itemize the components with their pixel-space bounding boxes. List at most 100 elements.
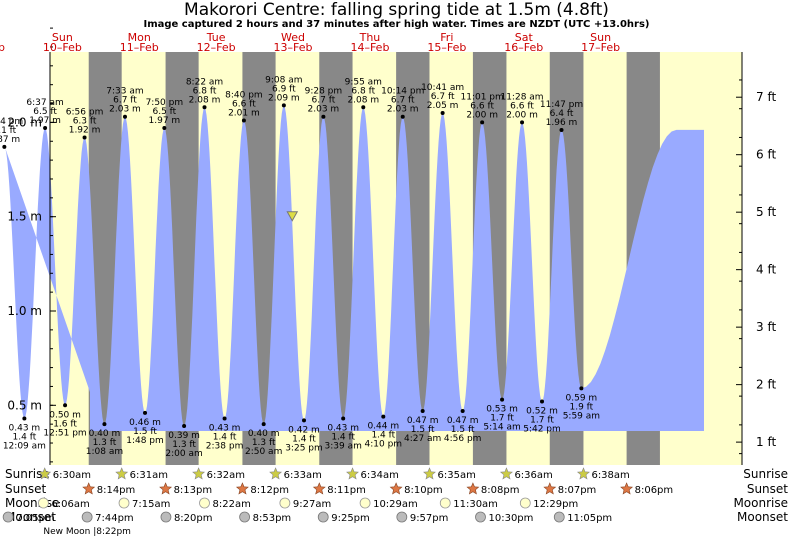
high-tide-feet: 6.1 ft [0, 126, 17, 136]
low-tide-feet: 1.4 ft [371, 431, 395, 441]
moonset-time: 9:25pm [331, 513, 370, 524]
moonrise-time: 11:30am [453, 499, 498, 510]
high-tide-point [202, 105, 207, 110]
high-tide-time: 8:40 pm [225, 91, 263, 101]
sunset-icon [159, 482, 173, 495]
moonrise-time: 10:29am [373, 499, 418, 510]
sunrise-icon [576, 467, 590, 480]
low-tide-point [579, 386, 584, 391]
high-tide-time: 6:56 pm [66, 107, 104, 117]
sunrise-time: 6:35am [437, 470, 475, 481]
right-tick-label: 5 ft [756, 205, 776, 219]
moonrise-time: 12:29pm [533, 499, 578, 510]
high-tide-time: 10:14 pm [381, 87, 424, 97]
day-of-week-label: Thu [359, 31, 381, 44]
sunset-icon [620, 482, 634, 495]
high-tide-meters: 1.87 m [0, 135, 20, 145]
low-tide-meters: 0.44 m [367, 422, 399, 432]
sunset-icon [235, 482, 249, 495]
high-tide-time: 9:28 pm [305, 87, 343, 97]
moonrise-icon [439, 497, 451, 509]
low-tide-point [500, 397, 505, 402]
high-tide-point [162, 126, 167, 131]
tide-series [5, 105, 704, 432]
low-tide-feet: 1.4 ft [13, 433, 37, 443]
date-header: Sat09–FebSun10–FebMon11–FebTue12–FebWed1… [0, 31, 620, 54]
moonrise-icon [38, 497, 49, 509]
low-tide-feet: 1.5 ft [411, 425, 435, 435]
low-tide-meters: 0.40 m [89, 429, 121, 439]
high-tide-meters: 2.00 m [506, 110, 538, 120]
high-tide-time: 11:28 am [500, 92, 543, 102]
left-tick-label: 1.0 m [7, 304, 42, 318]
moonset-icon [553, 511, 565, 523]
low-tide-feet: 1.5 ft [133, 427, 157, 437]
date-label: 16–Feb [504, 41, 543, 54]
high-tide-feet: 6.6 ft [510, 101, 534, 111]
low-tide-point [261, 422, 266, 427]
high-tide-point [559, 127, 564, 132]
high-tide-feet: 6.4 ft [550, 109, 574, 119]
page-title: Makorori Centre: falling spring tide at … [184, 0, 609, 20]
high-tide-time: 9:08 am [265, 75, 302, 85]
current-level-marker [286, 211, 299, 222]
sunset-time: 8:14pm [97, 485, 136, 496]
right-tick-label: 1 ft [756, 435, 776, 449]
day-of-week-label: Sun [590, 31, 611, 44]
moonrise-icon [199, 497, 210, 509]
sunrise-icon [346, 467, 359, 480]
date-label: 11–Feb [120, 41, 159, 54]
right-tick-label: 7 ft [756, 90, 776, 104]
tide-area [5, 105, 704, 432]
sunset-icon [543, 482, 557, 495]
high-tide-point [241, 118, 246, 123]
low-tide-feet: 1.4 ft [331, 433, 355, 443]
page-subtitle: Image captured 2 hours and 37 minutes af… [143, 19, 650, 30]
moonset-icon [81, 511, 93, 523]
low-tide-meters: 0.47 m [407, 416, 439, 426]
moonset-icon [475, 511, 486, 523]
high-tide-meters: 1.97 m [29, 116, 61, 126]
moonrise-time: 8:22am [213, 499, 251, 510]
moonset-icon [317, 511, 329, 523]
low-tide-meters: 0.52 m [526, 407, 558, 417]
low-tide-point [301, 418, 306, 423]
moonset-row-label: Moonset [5, 510, 56, 524]
sunset-icon [466, 482, 480, 495]
low-tide-time: 12:09 am [3, 442, 46, 452]
sunset-icon [82, 482, 96, 495]
date-label: 10–Feb [43, 41, 82, 54]
high-tide-meters: 2.05 m [427, 101, 459, 111]
low-tide-point [222, 416, 227, 421]
moonrise-time: 9:27am [293, 499, 331, 510]
moonset-time: 8:20pm [174, 513, 213, 524]
moonset-time: 8:53pm [253, 513, 292, 524]
high-tide-point [520, 120, 525, 125]
high-tide-time: 7:50 pm [146, 98, 184, 108]
left-tick-label: 2.0 m [7, 115, 42, 129]
day-of-week-label: Sun [52, 31, 73, 44]
low-tide-feet: 1.3 ft [93, 438, 117, 448]
low-tide-point [460, 408, 465, 413]
sunset-icon [312, 482, 326, 495]
low-tide-meters: 0.53 m [486, 405, 518, 415]
sunset-time: 8:11pm [327, 485, 366, 496]
sunrise-icon [423, 467, 436, 480]
right-tick-label: 2 ft [756, 378, 776, 392]
sunrise-time: 6:38am [591, 470, 629, 481]
high-tide-time: 9:55 am [345, 77, 382, 87]
low-tide-point [420, 408, 425, 413]
low-tide-feet: 1.4 ft [292, 434, 316, 444]
low-tide-time: 4:10 pm [365, 440, 403, 450]
moonrise-icon [519, 497, 531, 509]
high-tide-time: 11:47 pm [540, 100, 583, 110]
low-tide-meters: 0.46 m [129, 418, 161, 428]
moonrise-icon [118, 497, 130, 509]
low-tide-feet: 1.3 ft [252, 438, 276, 448]
high-tide-meters: 2.01 m [228, 109, 260, 119]
axes: 0.5 m 1.0 m 1.5 m 2.0 m 1 ft 2 ft 3 ft 4 ft 5 ft… [7, 27, 776, 465]
high-tide-meters: 2.03 m [387, 105, 419, 115]
high-tide-feet: 6.5 ft [33, 107, 57, 117]
